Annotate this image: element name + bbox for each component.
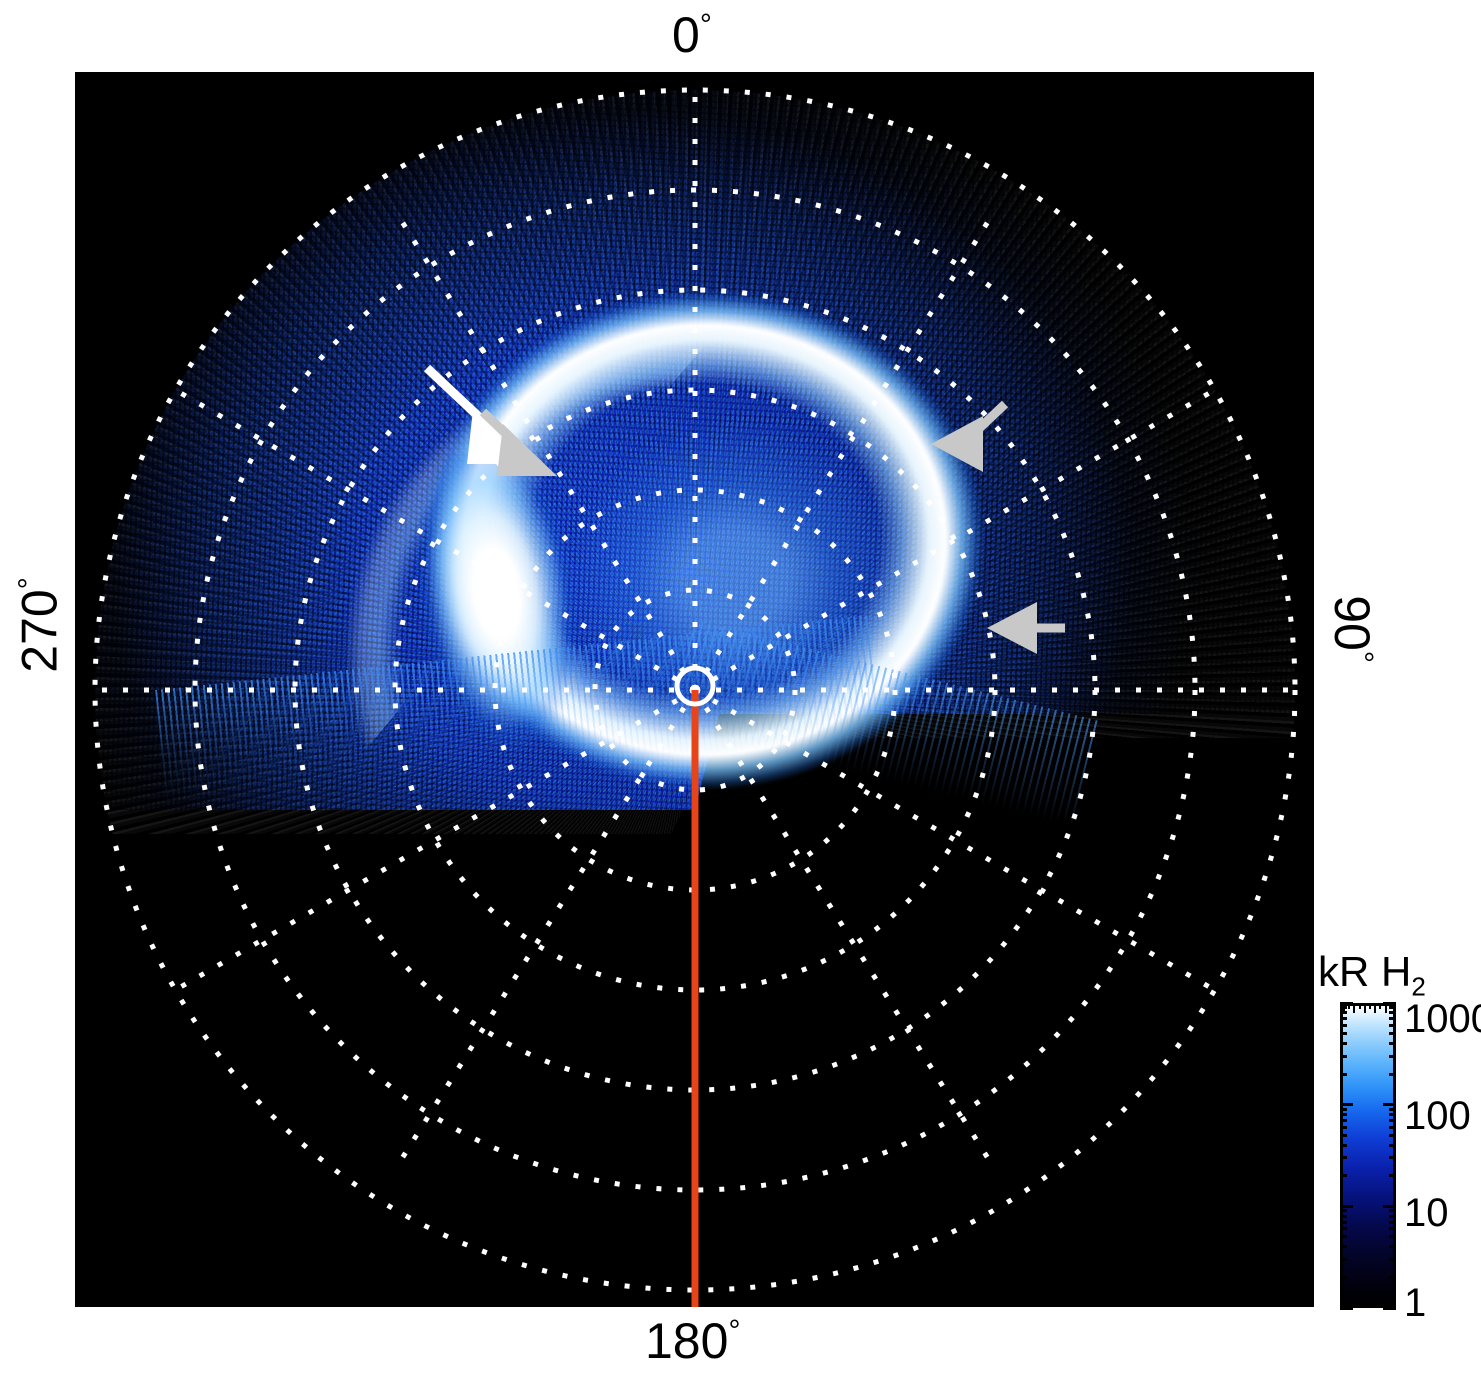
latitude-ring [192, 187, 1198, 1193]
colorbar-ticks [1340, 1001, 1396, 1310]
degree-symbol: ° [13, 577, 47, 590]
pole-marker-circle [674, 665, 716, 707]
colorbar-tick-100: 100 [1404, 1094, 1471, 1138]
colorbar-label-subscript: 2 [1411, 971, 1426, 1002]
angle-label-90-text: 90 [1323, 595, 1380, 651]
colorbar-gradient [1340, 1003, 1396, 1308]
colorbar-tick-1000: 1000 [1404, 997, 1481, 1041]
gray-arrow-right [987, 602, 1065, 654]
colorbar-tick-1: 1 [1404, 1281, 1427, 1325]
angle-label-270-text: 270 [11, 589, 68, 673]
angle-label-90: 90° [1323, 595, 1381, 663]
latitude-ring [492, 487, 898, 893]
latitude-outer-boundary [92, 87, 1298, 1293]
colorbar-label-text: kR H [1318, 948, 1412, 995]
colorbar [1340, 1001, 1396, 1310]
angle-label-0-text: 0 [672, 7, 700, 63]
angle-label-0: 0° [672, 6, 712, 64]
latitude-ring [392, 387, 998, 993]
gray-arrow-upper-right [931, 400, 1009, 472]
gray-arrow-upper-left [479, 408, 557, 476]
degree-symbol: ° [1345, 650, 1379, 663]
graticule [92, 87, 1298, 1307]
polar-plot-area [75, 72, 1314, 1307]
colorbar-title: kR H2 [1318, 948, 1426, 1002]
angle-label-180-text: 180 [645, 1313, 729, 1369]
degree-symbol: ° [699, 8, 712, 42]
degree-symbol: ° [728, 1314, 741, 1348]
angle-label-180: 180° [645, 1312, 740, 1370]
annotation-arrows [423, 364, 1065, 654]
latitude-ring [592, 587, 798, 793]
angle-label-270: 270° [11, 577, 69, 672]
colorbar-tick-10: 10 [1404, 1191, 1449, 1235]
